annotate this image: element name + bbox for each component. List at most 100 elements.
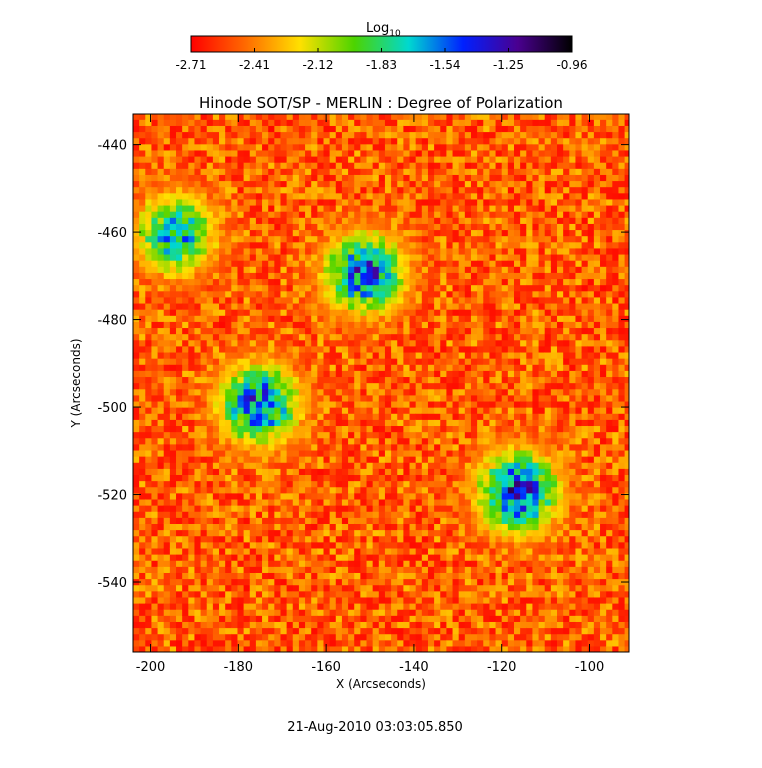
heatmap-cell (243, 119, 251, 126)
heatmap-cell (298, 235, 306, 243)
heatmap-cell (200, 419, 208, 427)
heatmap-cell (212, 364, 220, 371)
heatmap-cell (225, 462, 232, 469)
heatmap-cell (268, 290, 275, 298)
heatmap-cell (249, 266, 257, 273)
heatmap-cell (176, 443, 183, 451)
heatmap-cell (335, 572, 343, 580)
heatmap-cell (231, 162, 239, 169)
heatmap-cell (292, 351, 300, 359)
heatmap-cell (470, 192, 478, 200)
heatmap-cell (372, 376, 380, 384)
heatmap-cell (323, 114, 331, 120)
heatmap-cell (231, 560, 239, 567)
heatmap-cell (255, 174, 263, 182)
heatmap-cell (415, 272, 423, 280)
heatmap-cell (311, 327, 318, 335)
heatmap-cell (243, 309, 251, 316)
heatmap-cell (311, 535, 318, 543)
heatmap-cell (194, 211, 202, 218)
heatmap-cell (280, 407, 288, 414)
heatmap-cell (317, 492, 325, 500)
heatmap-cell (464, 474, 472, 482)
heatmap-cell (206, 523, 214, 531)
heatmap-cell (212, 554, 220, 561)
heatmap-cell (163, 498, 171, 506)
heatmap-cell (335, 290, 343, 298)
heatmap-cell (255, 615, 263, 622)
heatmap-cell (169, 560, 177, 567)
heatmap-cell (139, 541, 146, 549)
heatmap-cell (200, 351, 208, 359)
heatmap-cell (169, 517, 177, 524)
heatmap-cell (139, 253, 146, 261)
heatmap-cell (176, 321, 183, 329)
heatmap-cell (157, 590, 165, 598)
heatmap-cell (298, 523, 306, 531)
heatmap-cell (341, 119, 349, 126)
heatmap-cell (372, 480, 380, 488)
heatmap-cell (145, 443, 153, 451)
heatmap-cell (133, 315, 140, 322)
heatmap-cell (366, 345, 374, 353)
heatmap-cell (255, 596, 263, 604)
heatmap-cell (200, 114, 208, 120)
heatmap-cell (274, 192, 282, 200)
heatmap-cell (434, 137, 441, 145)
heatmap-cell (188, 517, 196, 524)
heatmap-cell (397, 419, 404, 427)
heatmap-cell (311, 566, 318, 573)
heatmap-cell (145, 137, 153, 145)
heatmap-cell (421, 474, 429, 482)
heatmap-cell (157, 511, 165, 518)
heatmap-cell (200, 621, 208, 629)
heatmap-cell (157, 290, 165, 298)
heatmap-cell (477, 627, 484, 635)
heatmap-cell (415, 400, 423, 408)
heatmap-cell (262, 596, 269, 604)
heatmap-cell (249, 229, 257, 237)
heatmap-cell (298, 505, 306, 512)
heatmap-cell (384, 174, 392, 182)
heatmap-cell (169, 315, 177, 322)
heatmap-cell (378, 529, 386, 537)
heatmap-cell (427, 615, 435, 622)
heatmap-cell (249, 388, 257, 396)
heatmap-cell (157, 155, 165, 163)
heatmap-cell (262, 260, 269, 267)
heatmap-cell (317, 370, 325, 378)
heatmap-cell (225, 437, 232, 445)
heatmap-cell (163, 131, 171, 139)
heatmap-cell (292, 498, 300, 506)
heatmap-cell (409, 388, 417, 396)
heatmap-cell (415, 578, 423, 586)
heatmap-cell (360, 394, 368, 402)
heatmap-cell (335, 241, 343, 249)
heatmap-cell (305, 114, 312, 120)
heatmap-cell (157, 431, 165, 439)
heatmap-cell (151, 315, 159, 322)
heatmap-cell (200, 541, 208, 549)
heatmap-cell (446, 596, 454, 604)
heatmap-cell (286, 125, 294, 133)
heatmap-cell (348, 407, 355, 414)
heatmap-cell (268, 296, 275, 304)
heatmap-cell (403, 204, 411, 212)
heatmap-cell (133, 486, 140, 494)
heatmap-cell (305, 547, 312, 555)
heatmap-cell (366, 572, 374, 580)
heatmap-cell (329, 449, 337, 457)
heatmap-cell (378, 137, 386, 145)
heatmap-cell (348, 419, 355, 427)
heatmap-cell (200, 358, 208, 365)
heatmap-cell (378, 180, 386, 188)
heatmap-cell (200, 645, 208, 652)
heatmap-cell (157, 456, 165, 463)
heatmap-cell (335, 309, 343, 316)
heatmap-cell (354, 468, 361, 476)
heatmap-cell (182, 547, 189, 555)
heatmap-cell (384, 609, 392, 616)
heatmap-cell (262, 535, 269, 543)
heatmap-cell (169, 364, 177, 371)
heatmap-cell (286, 419, 294, 427)
